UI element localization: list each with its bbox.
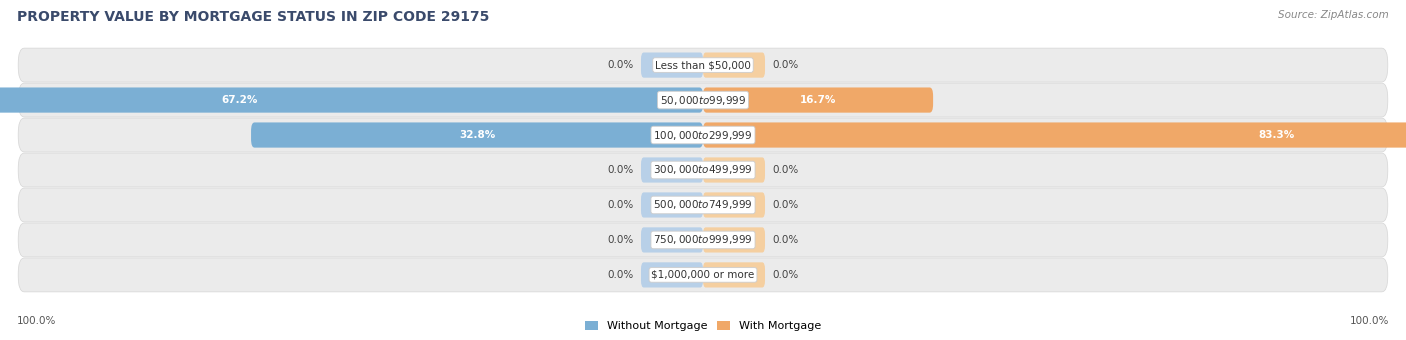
Text: 0.0%: 0.0%: [607, 235, 634, 245]
Text: 100.0%: 100.0%: [17, 317, 56, 326]
Text: 83.3%: 83.3%: [1258, 130, 1295, 140]
FancyBboxPatch shape: [18, 48, 1388, 82]
FancyBboxPatch shape: [703, 122, 1406, 148]
Text: 0.0%: 0.0%: [772, 270, 799, 280]
Text: Less than $50,000: Less than $50,000: [655, 60, 751, 70]
Text: Source: ZipAtlas.com: Source: ZipAtlas.com: [1278, 10, 1389, 20]
FancyBboxPatch shape: [703, 157, 765, 183]
Text: 0.0%: 0.0%: [607, 165, 634, 175]
Text: 0.0%: 0.0%: [607, 270, 634, 280]
Text: $300,000 to $499,999: $300,000 to $499,999: [654, 164, 752, 176]
Text: $100,000 to $299,999: $100,000 to $299,999: [654, 129, 752, 141]
Text: 32.8%: 32.8%: [458, 130, 495, 140]
Text: 100.0%: 100.0%: [1350, 317, 1389, 326]
FancyBboxPatch shape: [641, 227, 703, 253]
FancyBboxPatch shape: [641, 157, 703, 183]
FancyBboxPatch shape: [703, 227, 765, 253]
FancyBboxPatch shape: [703, 52, 765, 78]
Text: 0.0%: 0.0%: [607, 200, 634, 210]
Text: $50,000 to $99,999: $50,000 to $99,999: [659, 94, 747, 106]
Text: 0.0%: 0.0%: [772, 165, 799, 175]
Text: PROPERTY VALUE BY MORTGAGE STATUS IN ZIP CODE 29175: PROPERTY VALUE BY MORTGAGE STATUS IN ZIP…: [17, 10, 489, 24]
FancyBboxPatch shape: [0, 87, 703, 113]
FancyBboxPatch shape: [641, 262, 703, 288]
Text: 0.0%: 0.0%: [772, 235, 799, 245]
FancyBboxPatch shape: [18, 153, 1388, 187]
FancyBboxPatch shape: [703, 192, 765, 218]
FancyBboxPatch shape: [641, 192, 703, 218]
Text: 0.0%: 0.0%: [772, 200, 799, 210]
FancyBboxPatch shape: [703, 87, 934, 113]
Text: 0.0%: 0.0%: [607, 60, 634, 70]
FancyBboxPatch shape: [252, 122, 703, 148]
FancyBboxPatch shape: [18, 83, 1388, 117]
Text: 0.0%: 0.0%: [772, 60, 799, 70]
Text: $500,000 to $749,999: $500,000 to $749,999: [654, 199, 752, 211]
Text: 67.2%: 67.2%: [222, 95, 259, 105]
FancyBboxPatch shape: [18, 223, 1388, 257]
Text: $750,000 to $999,999: $750,000 to $999,999: [654, 234, 752, 246]
Text: $1,000,000 or more: $1,000,000 or more: [651, 270, 755, 280]
FancyBboxPatch shape: [18, 258, 1388, 292]
FancyBboxPatch shape: [703, 262, 765, 288]
Text: 16.7%: 16.7%: [800, 95, 837, 105]
FancyBboxPatch shape: [18, 188, 1388, 222]
FancyBboxPatch shape: [641, 52, 703, 78]
FancyBboxPatch shape: [18, 118, 1388, 152]
Legend: Without Mortgage, With Mortgage: Without Mortgage, With Mortgage: [585, 321, 821, 331]
